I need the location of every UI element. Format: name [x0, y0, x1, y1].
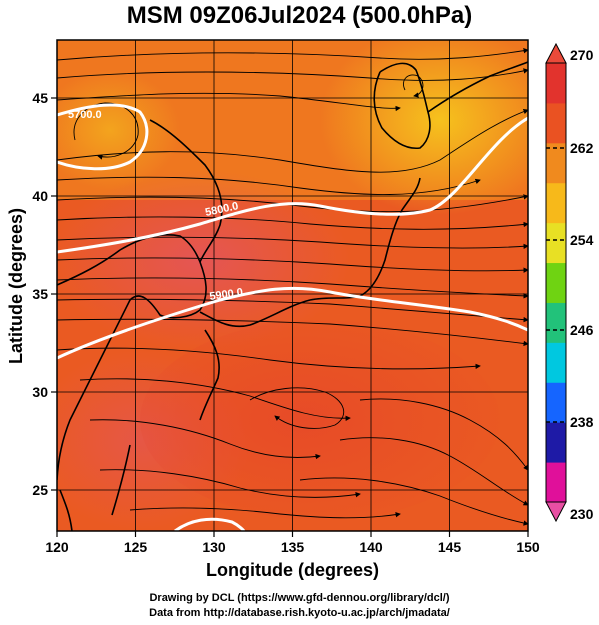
chart-title: MSM 09Z06Jul2024 (500.0hPa)	[126, 2, 473, 29]
y-tick-label: 40	[32, 188, 48, 204]
wind-streamlines	[57, 48, 528, 526]
height-contours	[57, 103, 528, 531]
colorbar-band	[546, 342, 566, 383]
x-tick-label: 150	[516, 539, 540, 555]
x-tick-marks	[56, 531, 529, 537]
colorbar-tick-label: 246	[570, 322, 594, 338]
contour-label-5900: 5900.0	[209, 286, 244, 303]
colorbar-band	[546, 302, 566, 343]
credit-drawing: Drawing by DCL (https://www.gfd-dennou.o…	[149, 592, 450, 604]
colorbar-tick-marks	[546, 147, 566, 423]
x-axis-label: Longitude (degrees)	[206, 560, 379, 580]
colorbar-bands	[546, 63, 566, 503]
y-axis-label: Latitude (degrees)	[6, 208, 26, 364]
colorbar-band	[546, 422, 566, 463]
colorbar-tick-label: 270	[570, 47, 594, 63]
credit-data-source: Data from http://database.rish.kyoto-u.a…	[149, 607, 450, 619]
y-tick-label: 30	[32, 384, 48, 400]
colorbar-min-arrow	[545, 501, 567, 523]
colorbar-band	[546, 382, 566, 423]
x-tick-label: 130	[202, 539, 226, 555]
x-tick-label: 140	[359, 539, 383, 555]
colorbar-tick-label: 230	[570, 506, 594, 522]
colorbar-tick-label: 238	[570, 414, 594, 430]
colorbar-band	[546, 222, 566, 264]
contour-label-5700: 5700.0	[68, 109, 102, 121]
x-tick-label: 135	[281, 539, 305, 555]
colorbar-tick-label: 254	[570, 232, 594, 248]
colorbar-band	[546, 63, 566, 104]
y-tick-label: 35	[32, 286, 48, 302]
colorbar: 270 262 254 246 238 230	[545, 42, 594, 523]
colorbar-tick-label: 262	[570, 140, 594, 156]
y-tick-label: 45	[32, 90, 48, 106]
colorbar-frame	[545, 62, 567, 503]
x-tick-label: 145	[438, 539, 462, 555]
x-tick-label: 120	[45, 539, 69, 555]
y-tick-label: 25	[32, 482, 48, 498]
colorbar-band	[546, 182, 566, 224]
colorbar-max-arrow	[545, 42, 567, 64]
colorbar-band	[546, 462, 566, 503]
colorbar-band	[546, 262, 566, 303]
colorbar-band	[546, 142, 566, 184]
colorbar-band	[546, 102, 566, 144]
x-tick-label: 125	[124, 539, 148, 555]
y-tick-marks	[51, 97, 57, 491]
